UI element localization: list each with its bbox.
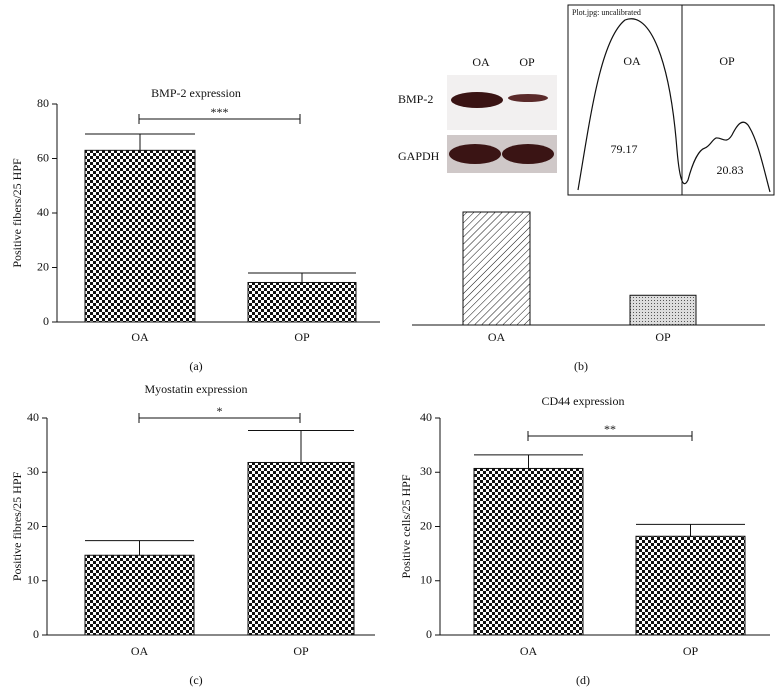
chart-title: Myostatin expression xyxy=(145,382,248,396)
blot-column-label: OP xyxy=(519,55,535,69)
x-tick-label: OA xyxy=(488,330,506,344)
error-bar xyxy=(85,540,194,556)
x-tick-label: OA xyxy=(131,330,149,344)
inset-label: OA xyxy=(623,54,641,68)
error-bar xyxy=(248,429,354,463)
significance-label: ** xyxy=(604,422,616,436)
x-tick-label: OA xyxy=(520,644,538,658)
y-tick-label: 10 xyxy=(27,573,39,587)
significance-bracket xyxy=(527,431,693,441)
y-tick-label: 80 xyxy=(37,96,49,110)
bar xyxy=(247,461,355,636)
error-bar xyxy=(636,523,745,537)
bar xyxy=(247,281,357,323)
y-tick-label: 20 xyxy=(420,518,432,532)
error-bar xyxy=(248,272,356,283)
panel-label: (b) xyxy=(574,359,588,373)
chart-title: CD44 expression xyxy=(542,394,625,408)
error-bar xyxy=(85,133,195,151)
y-tick-label: 0 xyxy=(33,627,39,641)
densitometry-plot xyxy=(567,4,775,196)
blot-image xyxy=(447,75,557,173)
value-label: 79.17 xyxy=(611,142,638,156)
bar xyxy=(473,467,584,636)
x-tick-label: OA xyxy=(131,644,149,658)
y-tick-label: 40 xyxy=(27,410,39,424)
bar xyxy=(462,211,531,326)
significance-bracket xyxy=(138,413,301,423)
x-tick-label: OP xyxy=(293,644,309,658)
bar xyxy=(629,294,697,326)
x-tick-label: OP xyxy=(294,330,310,344)
inset-label: OP xyxy=(719,54,735,68)
y-axis-label: Positive fibers/25 HPF xyxy=(10,158,24,268)
blot-row-label: BMP-2 xyxy=(398,92,433,106)
panel-label: (a) xyxy=(189,359,202,373)
bar xyxy=(84,149,196,323)
panel-label: (c) xyxy=(189,673,202,687)
blot-row-label: GAPDH xyxy=(398,149,440,163)
y-tick-label: 10 xyxy=(420,573,432,587)
inset-title: Plot.jpg: uncalibrated xyxy=(572,8,641,17)
x-tick-label: OP xyxy=(683,644,699,658)
panel-label: (d) xyxy=(576,673,590,687)
chart-title: BMP-2 expression xyxy=(151,86,241,100)
y-tick-label: 30 xyxy=(420,464,432,478)
significance-label: * xyxy=(217,404,223,418)
y-tick-label: 30 xyxy=(27,464,39,478)
x-tick-label: OP xyxy=(655,330,671,344)
y-tick-label: 0 xyxy=(426,627,432,641)
y-tick-label: 20 xyxy=(27,518,39,532)
bar xyxy=(84,554,195,636)
value-label: 20.83 xyxy=(717,163,744,177)
significance-label: *** xyxy=(211,105,229,119)
y-tick-label: 20 xyxy=(37,259,49,273)
y-tick-label: 60 xyxy=(37,150,49,164)
y-tick-label: 0 xyxy=(43,314,49,328)
y-axis-label: Positive cells/25 HPF xyxy=(399,474,413,578)
significance-bracket xyxy=(138,114,301,124)
y-tick-label: 40 xyxy=(37,205,49,219)
y-axis-label: Positive fibres/25 HPF xyxy=(10,472,24,582)
blot-column-label: OA xyxy=(472,55,490,69)
error-bar xyxy=(474,454,583,469)
bar xyxy=(635,535,746,636)
y-tick-label: 40 xyxy=(420,410,432,424)
